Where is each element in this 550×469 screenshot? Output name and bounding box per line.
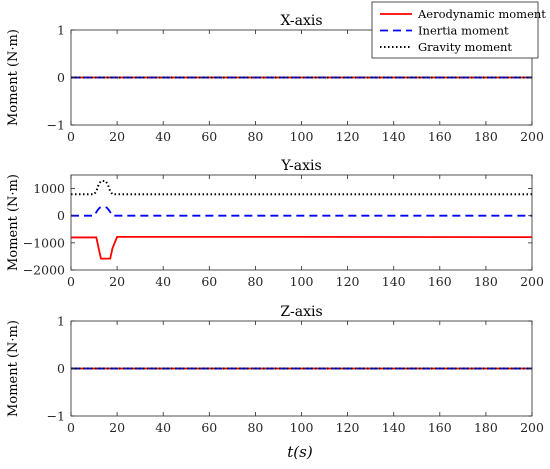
x-tick-label: 180 [474, 274, 498, 289]
x-tick-label: 140 [382, 274, 406, 289]
x-tick-label: 200 [520, 274, 544, 289]
series-line-aerodynamic-moment [71, 235, 532, 260]
x-tick-label: 80 [247, 129, 263, 144]
subplot-title: Y-axis [280, 158, 321, 174]
y-tick-label: 0 [57, 70, 65, 85]
x-tick-label: 0 [67, 129, 75, 144]
subplot-panels: 0 20 40 60 80 100 120 140 160 180 200−101X-axisMom… [6, 13, 544, 435]
x-tick-label: 100 [290, 420, 314, 435]
legend-label: Gravity moment [418, 40, 512, 54]
x-tick-label: 180 [474, 420, 498, 435]
x-tick-label: 80 [247, 420, 263, 435]
x-tick-label: 40 [155, 129, 171, 144]
y-axis-label: Moment (N·m) [6, 29, 21, 126]
y-tick-label: 1 [57, 314, 65, 329]
x-tick-label: 200 [520, 420, 544, 435]
x-tick-label: 160 [428, 129, 452, 144]
y-axis-label: Moment (N·m) [6, 174, 21, 271]
x-tick-label: 120 [336, 129, 360, 144]
x-tick-label: 160 [428, 420, 452, 435]
y-tick-label: −1000 [23, 235, 65, 250]
y-tick-label: −1 [47, 118, 65, 133]
x-tick-label: 120 [336, 274, 360, 289]
subplot-3: 0 20 40 60 80 100 120 140 160 180 200−101Z-axisMom… [6, 304, 544, 435]
x-tick-label: 140 [382, 420, 406, 435]
x-tick-label: 200 [520, 129, 544, 144]
x-tick-label: 0 [67, 274, 75, 289]
y-axis-label: Moment (N·m) [6, 320, 21, 417]
legend: Aerodynamic moment Inertia moment Gravity … [371, 1, 546, 59]
x-tick-label: 40 [155, 274, 171, 289]
x-tick-label: 180 [474, 129, 498, 144]
x-tick-label: 140 [382, 129, 406, 144]
x-tick-label: 20 [109, 129, 125, 144]
subplot-title: Z-axis [280, 304, 322, 320]
subplot-title: X-axis [280, 13, 322, 29]
y-tick-label: 0 [57, 208, 65, 223]
y-tick-label: −1 [47, 409, 65, 424]
x-tick-label: 20 [109, 420, 125, 435]
y-tick-label: 1000 [33, 181, 65, 196]
y-tick-label: 0 [57, 361, 65, 376]
x-tick-label: 120 [336, 420, 360, 435]
y-tick-label: 1 [57, 23, 65, 38]
legend-label: Inertia moment [418, 24, 509, 38]
x-tick-label: 100 [290, 129, 314, 144]
x-tick-label: 0 [67, 420, 75, 435]
x-tick-label: 160 [428, 274, 452, 289]
axes-box [70, 174, 533, 271]
x-tick-label: 60 [201, 420, 217, 435]
series-line-inertia-moment [71, 205, 532, 217]
subplot-1: 0 20 40 60 80 100 120 140 160 180 200−101X-axisMom… [6, 13, 544, 144]
x-tick-label: 60 [201, 274, 217, 289]
figure-x-axis-label: t(s) [287, 443, 313, 461]
series-line-gravity-moment [71, 179, 532, 196]
x-tick-label: 100 [290, 274, 314, 289]
x-tick-label: 60 [201, 129, 217, 144]
subplot-2: 0 20 40 60 80 100 120 140 160 180 200 −2000 −1000 0 10… [6, 158, 544, 289]
y-tick-label: −2000 [23, 263, 65, 278]
x-tick-label: 80 [247, 274, 263, 289]
x-tick-label: 40 [155, 420, 171, 435]
legend-label: Aerodynamic moment [417, 7, 546, 21]
x-tick-label: 20 [109, 274, 125, 289]
